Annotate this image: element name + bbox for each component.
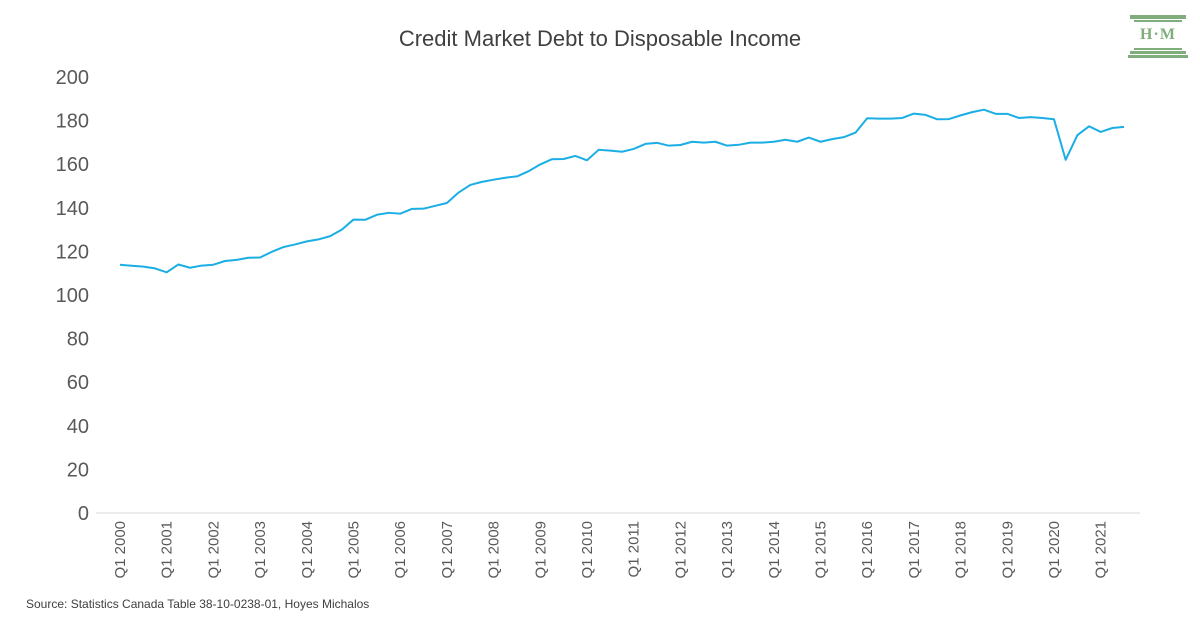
y-tick-label: 200 xyxy=(56,67,89,89)
y-tick-label: 100 xyxy=(56,285,89,307)
y-tick-label: 0 xyxy=(78,503,89,525)
y-tick-label: 180 xyxy=(56,111,89,133)
y-axis-tick-labels: 0 20 40 60 80 100 120 140 160 180 200 xyxy=(56,67,89,525)
x-tick-label: Q1 2017 xyxy=(906,521,923,579)
series-line xyxy=(119,108,1125,274)
y-tick-label: 120 xyxy=(56,241,89,263)
y-tick-label: 40 xyxy=(67,416,89,438)
chart-title: Credit Market Debt to Disposable Income xyxy=(398,26,802,51)
hoyes-michalos-logo: H·M xyxy=(1128,14,1188,60)
x-axis-tick-labels: Q1 2000 Q1 2001 Q1 2002 Q1 2003 Q1 2004 Q1 20… xyxy=(112,521,1110,579)
x-tick-label: Q1 2000 xyxy=(112,521,129,579)
y-tick-label: 160 xyxy=(56,154,89,176)
y-tick-label: 60 xyxy=(67,372,89,394)
x-tick-label: Q1 2014 xyxy=(766,521,783,579)
x-tick-label: Q1 2018 xyxy=(953,521,970,579)
x-tick-label: Q1 2019 xyxy=(999,521,1016,579)
x-tick-label: Q1 2001 xyxy=(159,521,176,579)
y-tick-label: 140 xyxy=(56,198,89,220)
series-layer xyxy=(119,108,1125,274)
x-tick-label: Q1 2006 xyxy=(392,521,409,579)
x-tick-label: Q1 2020 xyxy=(1046,521,1063,579)
logo-text: H·M xyxy=(1140,26,1176,43)
source-note: Source: Statistics Canada Table 38-10-02… xyxy=(26,597,370,611)
x-tick-label: Q1 2002 xyxy=(205,521,222,579)
x-tick-label: Q1 2010 xyxy=(579,521,596,579)
x-tick-label: Q1 2016 xyxy=(859,521,876,579)
x-tick-label: Q1 2007 xyxy=(439,521,456,579)
x-tick-label: Q1 2004 xyxy=(299,521,316,579)
x-tick-label: Q1 2013 xyxy=(719,521,736,579)
x-tick-label: Q1 2011 xyxy=(626,521,643,577)
y-tick-label: 20 xyxy=(67,459,89,481)
x-tick-label: Q1 2008 xyxy=(486,521,503,579)
x-tick-label: Q1 2012 xyxy=(672,521,689,579)
x-tick-label: Q1 2021 xyxy=(1093,521,1110,579)
x-tick-label: Q1 2003 xyxy=(252,521,269,579)
x-tick-label: Q1 2005 xyxy=(346,521,363,579)
x-tick-label: Q1 2009 xyxy=(532,521,549,579)
logo-frame-icon xyxy=(1128,15,1188,58)
y-tick-label: 80 xyxy=(67,329,89,351)
x-tick-label: Q1 2015 xyxy=(813,521,830,579)
